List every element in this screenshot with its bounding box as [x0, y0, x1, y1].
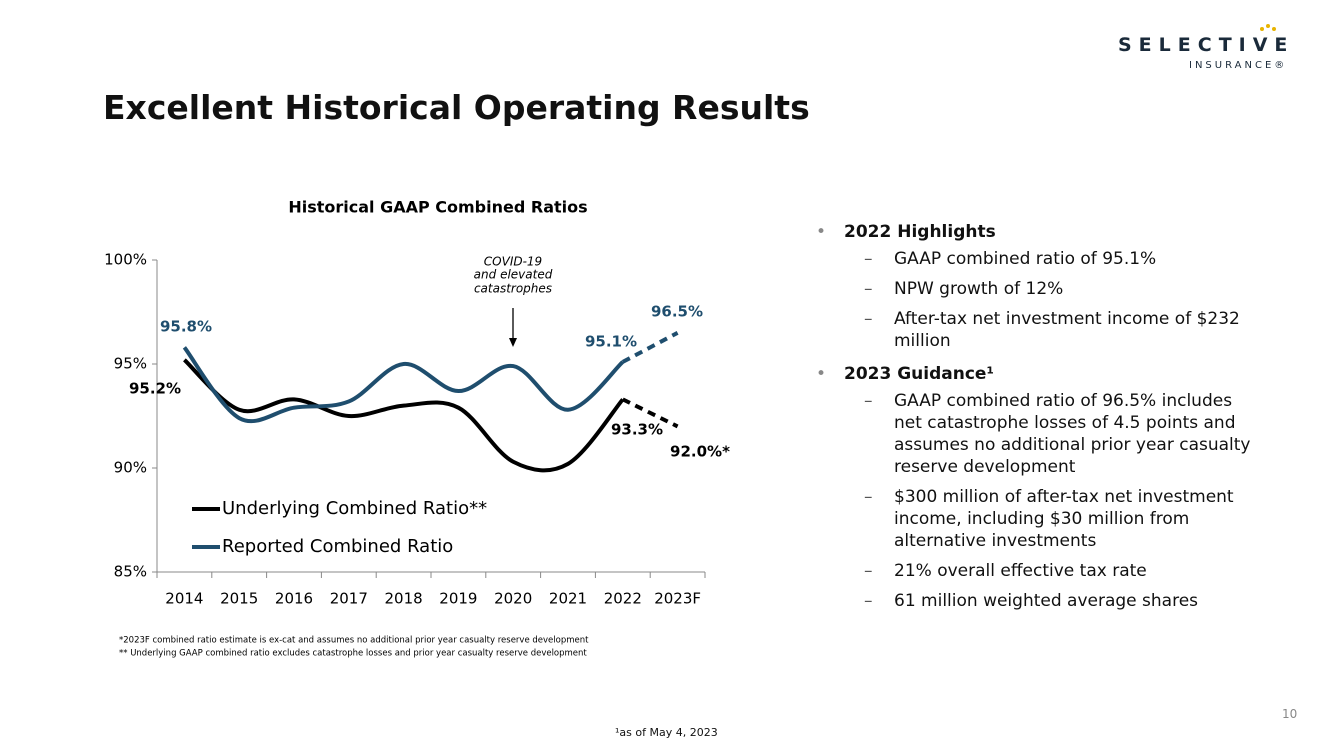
y-tick-label: 90%: [114, 459, 147, 477]
footnote: ¹as of May 4, 2023: [615, 726, 718, 739]
x-tick-label: 2023F: [654, 590, 701, 608]
data-label: 95.8%: [160, 318, 212, 336]
y-tick-label: 85%: [114, 563, 147, 581]
x-tick-label: 2017: [330, 590, 368, 608]
annotation: catastrophes: [474, 282, 552, 296]
x-tick-label: 2016: [275, 590, 313, 608]
slide-title: Excellent Historical Operating Results: [103, 88, 810, 127]
legend-label: Reported Combined Ratio: [222, 536, 453, 557]
x-tick-label: 2019: [439, 590, 477, 608]
bullet-heading: 2022 Highlights: [816, 222, 1256, 242]
bullet-item: GAAP combined ratio of 95.1%: [816, 248, 1254, 270]
line-forecast: [621, 331, 679, 364]
logo-name: SELECTIVE: [1118, 34, 1295, 56]
x-tick-label: 2014: [165, 590, 203, 608]
bullet-item: 21% overall effective tax rate: [816, 560, 1254, 582]
data-label: 93.3%: [611, 421, 663, 439]
line: [182, 346, 625, 424]
x-tick-label: 2021: [549, 590, 587, 608]
page-number: 10: [1282, 707, 1298, 721]
annotation-arrowhead: [509, 338, 517, 347]
chart: Historical GAAP Combined Ratios COVID-19…: [104, 198, 730, 659]
data-label: 95.2%: [129, 380, 181, 398]
data-label: 95.1%: [585, 333, 637, 351]
chart-note: *2023F combined ratio estimate is ex-cat…: [119, 636, 589, 646]
x-tick-label: 2020: [494, 590, 532, 608]
bullet-item: 61 million weighted average shares: [816, 590, 1254, 612]
bullet-heading: 2023 Guidance¹: [816, 364, 1256, 384]
bullet-item: $300 million of after-tax net investment…: [816, 486, 1254, 552]
chart-note: ** Underlying GAAP combined ratio exclud…: [119, 649, 587, 659]
y-tick-label: 95%: [114, 355, 147, 373]
x-tick-label: 2015: [220, 590, 258, 608]
annotation: and elevated: [474, 268, 553, 282]
x-tick-label: 2018: [385, 590, 423, 608]
y-tick-label: 100%: [104, 251, 147, 269]
bullets: 2022 Highlights GAAP combined ratio of 95…: [816, 222, 1256, 620]
annotation: COVID-19: [484, 255, 542, 269]
line: [183, 358, 625, 473]
bullet-item: NPW growth of 12%: [816, 278, 1254, 300]
data-label: 96.5%: [651, 303, 703, 321]
bullet-item: GAAP combined ratio of 96.5% includes ne…: [816, 390, 1254, 478]
legend-label: Underlying Combined Ratio**: [222, 498, 487, 519]
bullet-item: After-tax net investment income of $232 …: [816, 308, 1254, 352]
x-tick-label: 2022: [604, 590, 642, 608]
logo-sub: INSURANCE®: [1189, 60, 1288, 71]
line-forecast: [621, 397, 679, 429]
data-label: 92.0%*: [670, 443, 730, 461]
chart-title: Historical GAAP Combined Ratios: [288, 198, 587, 217]
logo-dots: [1260, 24, 1278, 31]
